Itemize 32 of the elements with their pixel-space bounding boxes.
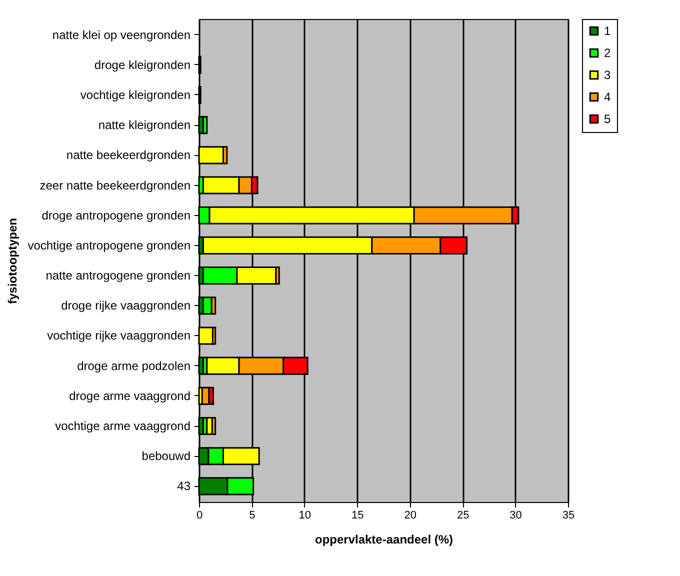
- legend-label: 2: [604, 46, 611, 60]
- legend-label: 5: [604, 112, 611, 126]
- y-tick-label: droge kleigronden: [94, 58, 190, 72]
- y-tick-label: 43: [177, 479, 191, 494]
- x-axis-title: oppervlakte-aandeel (%): [314, 532, 454, 546]
- y-tick-label: natte antrogogene gronden: [46, 268, 190, 283]
- y-tick-label: natte klei op veengronden: [52, 28, 190, 42]
- y-tick-label: vochtige kleigronden: [80, 88, 190, 102]
- y-tick-label: vochtige rijke vaaggronden: [47, 328, 190, 343]
- y-tick-label: vochtige antropogene gronden: [28, 238, 190, 252]
- legend-label: 4: [604, 90, 611, 104]
- legend-label: 1: [604, 24, 611, 38]
- y-tick-label: natte beekeerdgronden: [66, 148, 190, 162]
- y-tick-label: vochtige arme vaaggrond: [55, 419, 190, 434]
- y-tick-label: natte kleigronden: [98, 118, 190, 132]
- y-tick-label: zeer natte beekeerdgronden: [40, 178, 190, 192]
- y-tick-label: droge arme vaaggrond: [69, 388, 190, 403]
- y-tick-label: droge rijke vaaggronden: [61, 298, 190, 313]
- x-tick-label: 30: [510, 510, 522, 522]
- x-tick-label: 20: [404, 510, 416, 522]
- x-tick-label: 5: [249, 510, 256, 522]
- x-tick-label: 35: [562, 510, 575, 522]
- x-tick-label: 10: [298, 510, 312, 522]
- bar: [202, 116, 208, 134]
- x-tick-label: 0: [196, 510, 203, 522]
- y-axis-title: fysiotooptypen: [6, 218, 20, 304]
- legend-label: 3: [604, 68, 611, 82]
- y-tick-label: droge arme podzolen: [77, 358, 190, 373]
- x-tick-label: 25: [456, 510, 470, 522]
- x-tick-label: 15: [352, 510, 364, 522]
- y-tick-label: bebouwd: [142, 449, 190, 464]
- y-tick-label: droge antropogene gronden: [42, 208, 190, 222]
